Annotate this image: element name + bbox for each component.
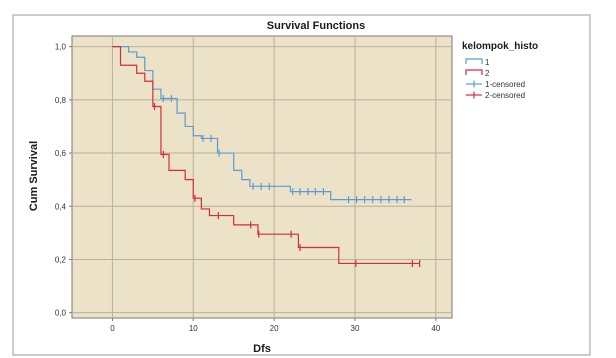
y-tick-label: 0,0 xyxy=(55,309,67,318)
grid xyxy=(72,36,452,318)
x-tick-label: 20 xyxy=(270,324,279,333)
legend-label: 2-censored xyxy=(485,91,525,100)
chart-title: Survival Functions xyxy=(267,20,365,32)
survival-step-line xyxy=(112,46,420,265)
legend-label: 1 xyxy=(485,58,490,67)
ticks: 0 10 20 30 40 0,0 0,2 0,4 0,6 0,8 1,0 xyxy=(55,43,441,333)
legend-line-swatch xyxy=(465,58,483,64)
legend-title: kelompok_histo xyxy=(462,41,538,52)
x-tick-label: 30 xyxy=(351,324,360,333)
legend-entry: 1-censored xyxy=(466,80,525,89)
legend-entry: 1 xyxy=(465,58,490,67)
legend-entry: 2-censored xyxy=(466,91,525,100)
legend-entry: 2 xyxy=(465,69,490,78)
legend: kelompok_histo 1 2 1-censored 2-censored xyxy=(462,41,538,100)
y-tick-label: 0,8 xyxy=(55,96,67,105)
y-tick-label: 0,4 xyxy=(55,202,67,211)
x-tick-label: 0 xyxy=(110,324,115,333)
legend-label: 1-censored xyxy=(485,80,525,89)
series-2 xyxy=(112,46,421,267)
x-tick-label: 10 xyxy=(189,324,198,333)
y-tick-label: 1,0 xyxy=(55,43,67,52)
plot-area xyxy=(71,35,453,319)
series-1 xyxy=(112,46,412,204)
series-group xyxy=(112,46,421,267)
y-axis-label: Cum Survival xyxy=(28,141,40,211)
y-tick-label: 0,6 xyxy=(55,149,67,158)
y-tick-label: 0,2 xyxy=(55,255,67,264)
x-axis-label: Dfs xyxy=(253,343,271,355)
survival-step-line xyxy=(112,46,412,201)
x-tick-label: 40 xyxy=(431,324,440,333)
legend-label: 2 xyxy=(485,69,490,78)
legend-line-swatch xyxy=(465,69,483,75)
legend-items: 1 2 1-censored 2-censored xyxy=(465,58,525,100)
